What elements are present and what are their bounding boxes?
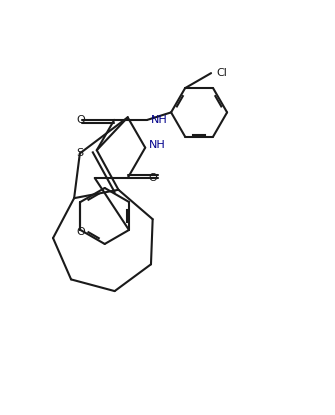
Text: NH: NH xyxy=(149,140,166,150)
Text: O: O xyxy=(76,115,85,125)
Text: Cl: Cl xyxy=(216,68,227,78)
Text: O: O xyxy=(148,173,157,183)
Text: S: S xyxy=(76,149,83,159)
Text: O: O xyxy=(76,227,85,237)
Text: NH: NH xyxy=(151,115,168,125)
